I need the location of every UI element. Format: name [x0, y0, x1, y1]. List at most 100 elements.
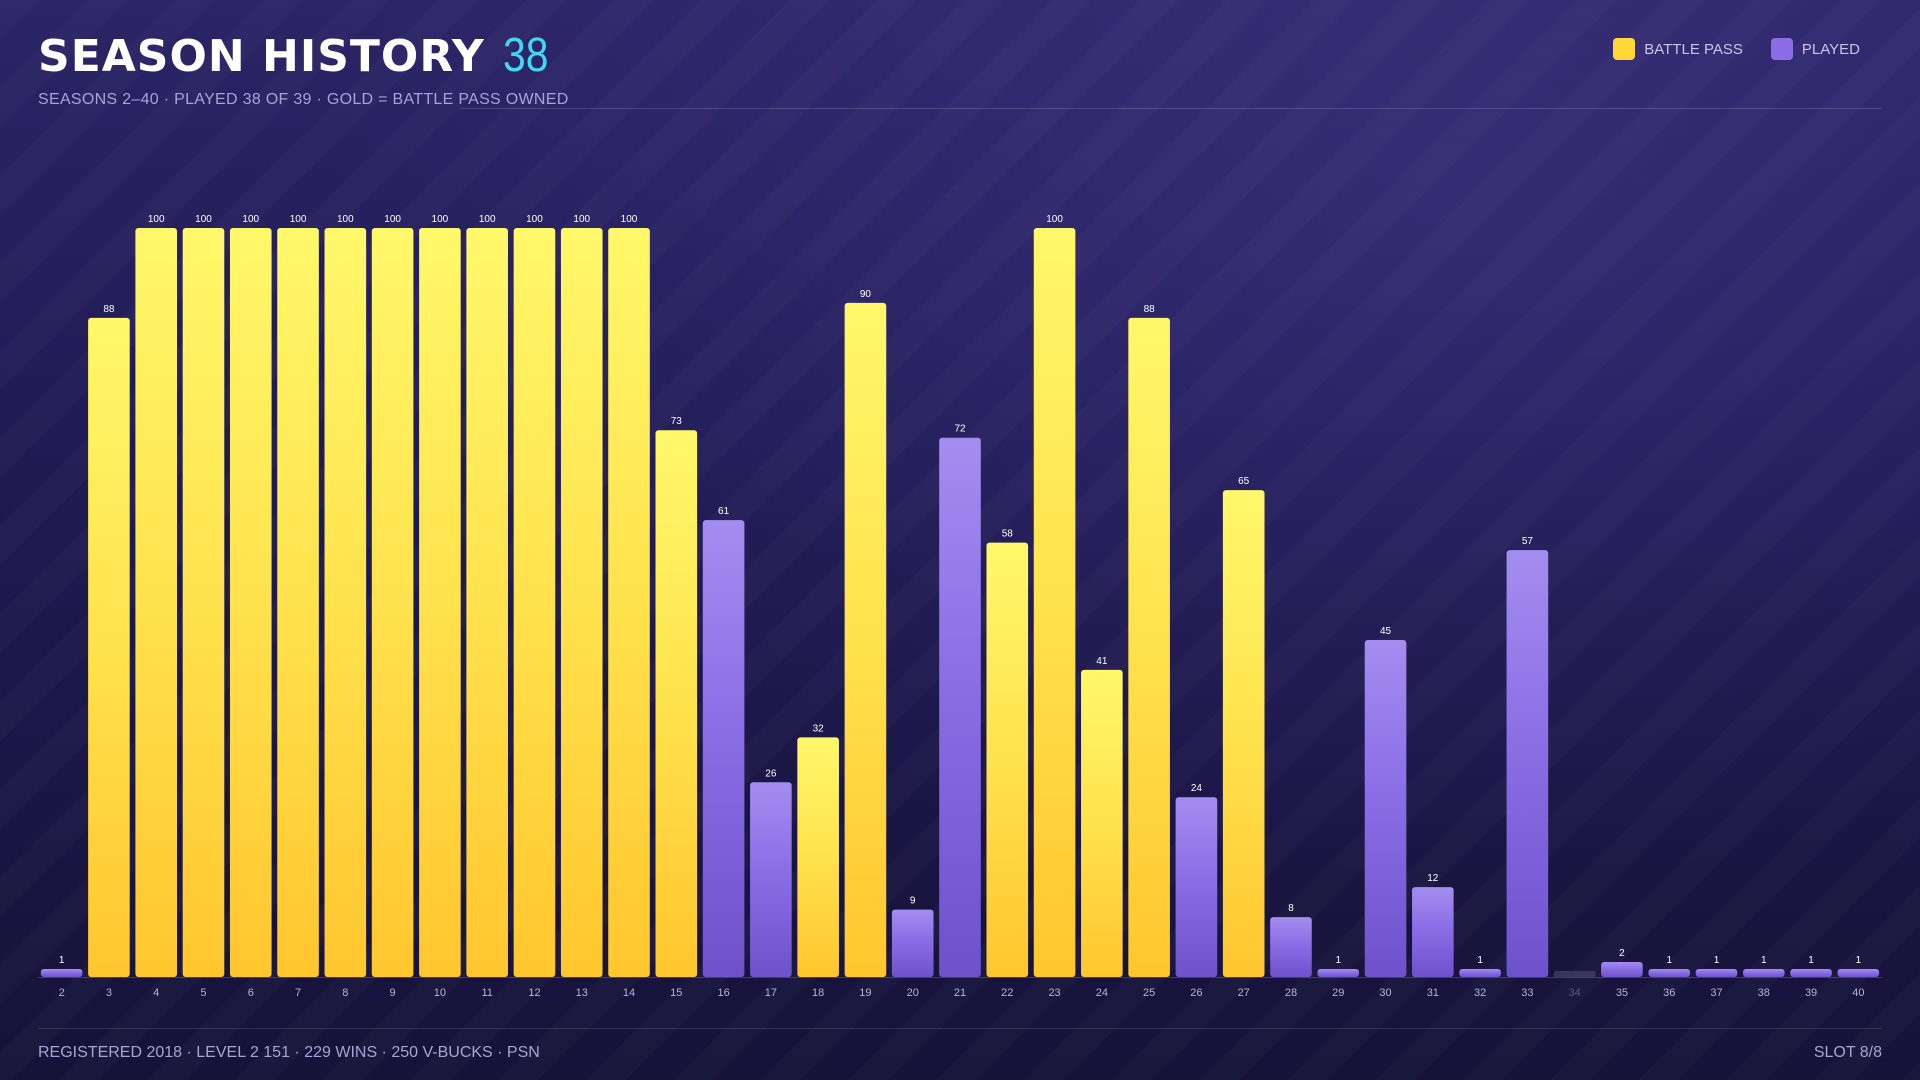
season-bar-37[interactable]: [1695, 969, 1738, 977]
season-bar-32[interactable]: [1459, 969, 1501, 977]
x-tick-label-23: 23: [1048, 987, 1060, 999]
x-tick-label-31: 31: [1427, 987, 1439, 999]
bar-value-label-9: 100: [384, 214, 401, 225]
bar-value-label-26: 24: [1191, 783, 1203, 794]
season-bar-14[interactable]: [608, 228, 650, 977]
season-bar-35[interactable]: [1601, 962, 1643, 977]
bar-value-label-23: 100: [1046, 214, 1063, 225]
bar-value-label-12: 100: [526, 214, 543, 225]
x-tick-label-8: 8: [342, 987, 348, 999]
bar-value-label-31: 12: [1427, 873, 1439, 884]
bar-value-label-4: 100: [148, 214, 165, 225]
x-tick-label-5: 5: [200, 987, 206, 999]
season-bar-18[interactable]: [797, 737, 839, 977]
bar-value-label-40: 1: [1856, 955, 1862, 966]
x-tick-label-20: 20: [907, 987, 919, 999]
x-tick-label-14: 14: [623, 987, 635, 999]
x-tick-label-17: 17: [765, 987, 777, 999]
season-bar-20[interactable]: [891, 909, 934, 977]
footer-slot: SLOT 8/8: [1813, 1044, 1882, 1061]
bar-value-label-25: 88: [1144, 304, 1156, 315]
bar-value-label-3: 88: [103, 304, 115, 315]
x-tick-label-18: 18: [812, 987, 824, 999]
legend-item-battle-pass: BATTLE PASS: [1613, 38, 1743, 60]
bar-value-label-33: 57: [1522, 536, 1534, 547]
season-bar-2[interactable]: [40, 969, 83, 977]
x-tick-label-7: 7: [295, 987, 301, 999]
x-tick-label-35: 35: [1616, 987, 1628, 999]
x-tick-label-26: 26: [1190, 987, 1202, 999]
x-tick-label-38: 38: [1758, 987, 1770, 999]
bar-value-label-35: 2: [1619, 948, 1625, 959]
season-bar-17[interactable]: [750, 782, 792, 977]
footer: REGISTERED 2018 · LEVEL 2 151 · 229 WINS…: [38, 1044, 1882, 1062]
x-tick-label-4: 4: [153, 987, 159, 999]
season-bar-25[interactable]: [1128, 317, 1170, 977]
x-tick-label-19: 19: [859, 987, 871, 999]
battle-pass-swatch: [1613, 38, 1636, 60]
bar-value-label-32: 1: [1477, 955, 1483, 966]
season-bar-29[interactable]: [1317, 969, 1360, 977]
season-bar-23[interactable]: [1033, 228, 1076, 977]
x-tick-label-16: 16: [717, 987, 729, 999]
season-count: 38: [502, 29, 549, 82]
header: SEASON HISTORY 38 SEASONS 2–40 · PLAYED …: [38, 28, 1880, 109]
bar-value-label-22: 58: [1002, 529, 1014, 540]
x-tick-label-33: 33: [1521, 987, 1533, 999]
legend-item-played: PLAYED: [1770, 38, 1860, 60]
x-tick-label-30: 30: [1379, 987, 1391, 999]
bar-value-label-24: 41: [1096, 656, 1108, 667]
legend: BATTLE PASS PLAYED: [1613, 38, 1860, 60]
season-bar-6[interactable]: [229, 228, 272, 977]
season-bar-9[interactable]: [371, 228, 414, 977]
season-bar-24[interactable]: [1081, 669, 1123, 977]
season-bar-22[interactable]: [986, 542, 1029, 977]
bar-value-label-6: 100: [242, 214, 259, 225]
season-bar-30[interactable]: [1364, 639, 1407, 977]
x-tick-label-36: 36: [1663, 987, 1675, 999]
bar-value-label-21: 72: [954, 424, 966, 435]
x-tick-label-6: 6: [248, 987, 254, 999]
season-bar-11[interactable]: [466, 228, 508, 977]
bar-value-label-8: 100: [337, 214, 354, 225]
season-bar-33[interactable]: [1506, 550, 1549, 977]
season-bar-10[interactable]: [419, 228, 461, 977]
season-bar-38[interactable]: [1742, 969, 1785, 977]
x-tick-label-29: 29: [1332, 987, 1344, 999]
season-bar-8[interactable]: [324, 228, 367, 977]
title-row: SEASON HISTORY 38: [38, 28, 1880, 83]
season-bar-26[interactable]: [1175, 797, 1218, 977]
bar-value-label-16: 61: [718, 506, 730, 517]
season-bar-16[interactable]: [702, 520, 745, 977]
season-bar-15[interactable]: [655, 430, 698, 978]
x-tick-label-9: 9: [390, 987, 396, 999]
x-tick-label-2: 2: [59, 987, 65, 999]
x-tick-label-12: 12: [528, 987, 540, 999]
bar-value-label-10: 100: [432, 214, 449, 225]
legend-label-played: PLAYED: [1801, 40, 1860, 58]
season-bar-7[interactable]: [277, 228, 319, 977]
season-bar-13[interactable]: [560, 228, 603, 977]
bar-value-label-15: 73: [671, 416, 683, 427]
season-bar-4[interactable]: [135, 228, 178, 977]
season-bar-40[interactable]: [1837, 969, 1880, 977]
x-tick-label-13: 13: [576, 987, 588, 999]
season-bar-36[interactable]: [1648, 969, 1691, 977]
season-bar-12[interactable]: [513, 228, 556, 977]
season-bar-31[interactable]: [1412, 887, 1454, 977]
season-bar-39[interactable]: [1790, 969, 1832, 977]
season-bar-19[interactable]: [844, 302, 887, 977]
season-bar-27[interactable]: [1222, 490, 1265, 977]
season-bar-28[interactable]: [1270, 917, 1312, 977]
x-tick-label-32: 32: [1474, 987, 1486, 999]
bar-value-label-19: 90: [860, 289, 872, 300]
season-bar-3[interactable]: [88, 317, 130, 977]
bar-value-label-2: 1: [59, 955, 65, 966]
footer-profile-info: REGISTERED 2018 · LEVEL 2 151 · 229 WINS…: [38, 1044, 540, 1061]
bar-value-label-7: 100: [290, 214, 307, 225]
season-bar-21[interactable]: [939, 437, 981, 978]
bar-value-label-5: 100: [195, 214, 212, 225]
season-bar-5[interactable]: [182, 228, 225, 977]
x-tick-label-15: 15: [670, 987, 682, 999]
